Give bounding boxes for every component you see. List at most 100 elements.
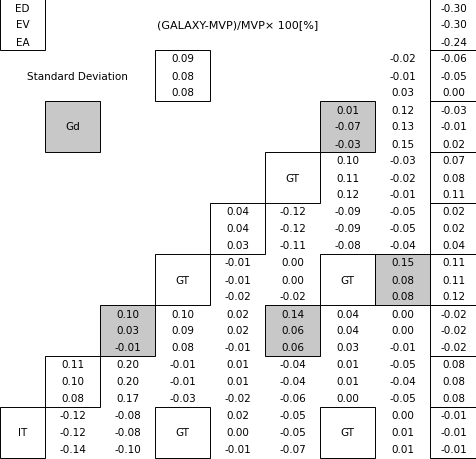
Text: 0.04: 0.04 xyxy=(226,207,248,217)
Text: -0.12: -0.12 xyxy=(59,411,86,420)
Text: -0.05: -0.05 xyxy=(439,71,466,81)
Bar xyxy=(45,102,100,153)
Text: -0.02: -0.02 xyxy=(278,292,305,302)
Text: 0.03: 0.03 xyxy=(390,88,413,98)
Text: -0.12: -0.12 xyxy=(278,207,305,217)
Text: -0.02: -0.02 xyxy=(439,343,466,353)
Text: 0.08: 0.08 xyxy=(170,343,194,353)
Text: 0.11: 0.11 xyxy=(441,258,464,268)
Text: -0.11: -0.11 xyxy=(278,241,305,251)
Text: 0.14: 0.14 xyxy=(280,309,303,319)
Text: 0.15: 0.15 xyxy=(390,139,413,149)
Text: 0.00: 0.00 xyxy=(390,411,413,420)
Text: 0.00: 0.00 xyxy=(280,275,303,285)
Text: 0.00: 0.00 xyxy=(280,258,303,268)
Bar xyxy=(429,407,476,458)
Text: -0.12: -0.12 xyxy=(278,224,305,234)
Text: 0.08: 0.08 xyxy=(441,377,464,386)
Bar xyxy=(429,51,476,102)
Text: -0.08: -0.08 xyxy=(114,411,140,420)
Text: -0.14: -0.14 xyxy=(59,444,86,454)
Text: -0.02: -0.02 xyxy=(439,326,466,336)
Text: 0.08: 0.08 xyxy=(61,394,84,403)
Text: ED: ED xyxy=(15,4,30,13)
Text: 0.02: 0.02 xyxy=(226,411,248,420)
Text: 0.12: 0.12 xyxy=(335,190,358,200)
Text: 0.04: 0.04 xyxy=(335,326,358,336)
Text: 0.06: 0.06 xyxy=(280,326,303,336)
Text: 0.20: 0.20 xyxy=(116,360,139,369)
Text: 0.04: 0.04 xyxy=(441,241,464,251)
Text: EV: EV xyxy=(16,21,29,30)
Text: 0.13: 0.13 xyxy=(390,122,413,132)
Text: 0.02: 0.02 xyxy=(441,224,464,234)
Bar xyxy=(155,407,209,458)
Text: -0.03: -0.03 xyxy=(388,156,415,166)
Text: Gd: Gd xyxy=(65,122,79,132)
Text: 0.20: 0.20 xyxy=(116,377,139,386)
Text: IT: IT xyxy=(18,428,27,437)
Bar xyxy=(429,254,476,305)
Text: 0.11: 0.11 xyxy=(335,173,358,183)
Text: 0.17: 0.17 xyxy=(116,394,139,403)
Bar xyxy=(45,356,100,407)
Text: 0.01: 0.01 xyxy=(226,377,248,386)
Text: 0.06: 0.06 xyxy=(280,343,303,353)
Text: -0.07: -0.07 xyxy=(333,122,360,132)
Text: Standard Deviation: Standard Deviation xyxy=(27,71,128,81)
Text: -0.05: -0.05 xyxy=(388,360,415,369)
Text: 0.15: 0.15 xyxy=(390,258,413,268)
Text: 0.12: 0.12 xyxy=(390,105,413,115)
Text: 0.12: 0.12 xyxy=(441,292,464,302)
Bar xyxy=(429,305,476,356)
Text: 0.11: 0.11 xyxy=(61,360,84,369)
Text: -0.09: -0.09 xyxy=(333,207,360,217)
Text: EA: EA xyxy=(16,38,29,47)
Text: 0.11: 0.11 xyxy=(441,275,464,285)
Bar xyxy=(265,305,319,356)
Text: -0.04: -0.04 xyxy=(278,377,305,386)
Text: 0.09: 0.09 xyxy=(170,326,194,336)
Text: -0.05: -0.05 xyxy=(278,411,305,420)
Text: -0.24: -0.24 xyxy=(439,38,466,47)
Text: -0.01: -0.01 xyxy=(439,411,466,420)
Text: -0.03: -0.03 xyxy=(169,394,196,403)
Bar xyxy=(319,102,374,153)
Bar xyxy=(265,305,319,356)
Text: -0.07: -0.07 xyxy=(278,444,305,454)
Bar xyxy=(155,51,209,102)
Text: -0.01: -0.01 xyxy=(439,122,466,132)
Text: 0.07: 0.07 xyxy=(441,156,464,166)
Text: GT: GT xyxy=(340,275,354,285)
Text: (GALAXY-MVP)/MVP× 100[%]: (GALAXY-MVP)/MVP× 100[%] xyxy=(157,21,317,30)
Text: 0.00: 0.00 xyxy=(226,428,248,437)
Text: -0.05: -0.05 xyxy=(388,207,415,217)
Text: 0.10: 0.10 xyxy=(116,309,139,319)
Text: 0.02: 0.02 xyxy=(226,309,248,319)
Text: 0.01: 0.01 xyxy=(226,360,248,369)
Bar xyxy=(429,356,476,407)
Text: -0.05: -0.05 xyxy=(278,428,305,437)
Bar xyxy=(429,203,476,254)
Bar xyxy=(209,203,265,254)
Text: 0.08: 0.08 xyxy=(441,360,464,369)
Text: -0.10: -0.10 xyxy=(114,444,140,454)
Text: 0.04: 0.04 xyxy=(226,224,248,234)
Text: 0.09: 0.09 xyxy=(170,54,194,64)
Text: GT: GT xyxy=(175,275,189,285)
Text: -0.04: -0.04 xyxy=(388,377,415,386)
Text: -0.30: -0.30 xyxy=(439,4,466,13)
Text: 0.01: 0.01 xyxy=(335,360,358,369)
Bar xyxy=(265,153,319,203)
Text: 0.04: 0.04 xyxy=(335,309,358,319)
Text: -0.01: -0.01 xyxy=(114,343,140,353)
Bar xyxy=(0,0,45,51)
Text: -0.01: -0.01 xyxy=(388,71,415,81)
Text: 0.10: 0.10 xyxy=(170,309,194,319)
Text: 0.10: 0.10 xyxy=(335,156,358,166)
Text: 0.01: 0.01 xyxy=(335,105,358,115)
Text: 0.02: 0.02 xyxy=(226,326,248,336)
Bar xyxy=(374,254,429,305)
Bar xyxy=(155,254,209,305)
Bar xyxy=(0,407,45,458)
